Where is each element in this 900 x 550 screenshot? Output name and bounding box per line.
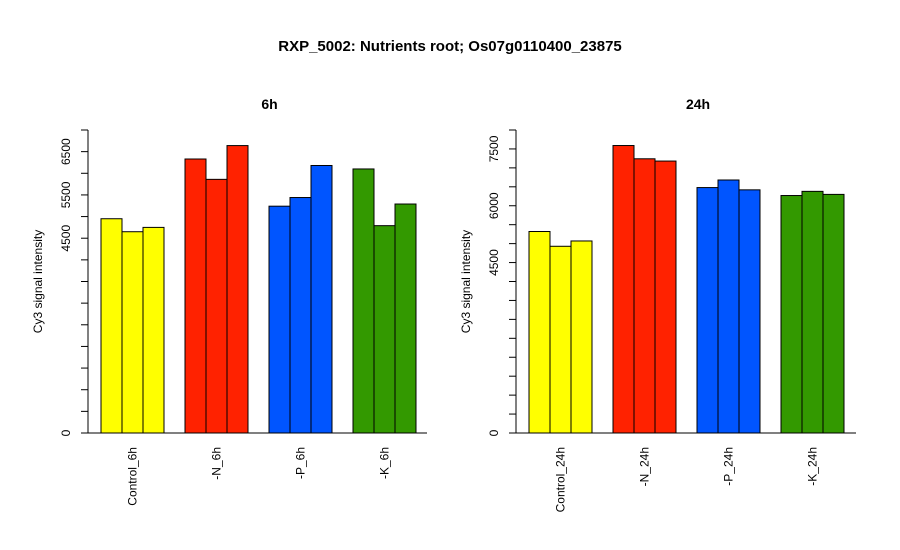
panel-2-bar-2-1 — [612, 145, 635, 434]
panel-1-y-tick-label: 4500 — [59, 225, 73, 252]
panel-2-bar-4-2 — [801, 190, 824, 434]
panel-2-bar-4-3 — [822, 193, 845, 434]
panel-1-bar-1-3 — [142, 226, 165, 434]
panel-1-title: 6h — [261, 96, 277, 112]
panel-1-bar-2-1 — [184, 158, 207, 434]
panel-2-y-tick-label: 4500 — [487, 249, 501, 276]
panel-1-y-tick-label: 0 — [59, 429, 73, 436]
panel-1-bar-3-3 — [310, 164, 333, 434]
panel-1-bar-2-2 — [205, 178, 228, 434]
panel-1-xtick-label: -N_6h — [210, 447, 224, 480]
panel-2-xtick-label: -P_24h — [722, 447, 736, 486]
panel-2-ylabel: Cy3 signal intensity — [459, 230, 473, 333]
panel-2-bar-1-3 — [570, 240, 593, 434]
panel-2-bar-3-3 — [738, 189, 761, 434]
panel-2-bar-3-1 — [696, 187, 719, 434]
panel-1-bar-3-1 — [268, 205, 291, 434]
panel-2-bar-1-1 — [528, 231, 551, 434]
panel-2-y-tick-label: 0 — [487, 429, 501, 436]
panel-2-bar-2-3 — [654, 160, 677, 434]
panel-1-bar-4-3 — [394, 203, 417, 434]
panel-2-bar-3-2 — [717, 179, 740, 434]
panel-1-y-tick-label: 6500 — [59, 138, 73, 165]
panel-2-bar-2-2 — [633, 158, 656, 434]
panel-1-bar-4-2 — [373, 225, 396, 434]
panel-1-xtick-label: -P_6h — [294, 447, 308, 479]
chart-main-title: RXP_5002: Nutrients root; Os07g0110400_2… — [278, 38, 622, 55]
panel-1-xtick-label: -K_6h — [378, 447, 392, 479]
panel-1-bar-3-2 — [289, 197, 312, 434]
panel-2-bar-4-1 — [780, 195, 803, 434]
panel-2-y-tick-label: 7500 — [487, 135, 501, 162]
panel-1-bar-1-2 — [121, 231, 144, 434]
panel-1-ylabel: Cy3 signal intensity — [31, 230, 45, 333]
panel-1-bar-2-3 — [226, 145, 249, 434]
panel-2-xtick-label: Control_24h — [554, 447, 568, 512]
panel-2-xtick-label: -N_24h — [638, 447, 652, 486]
panel-2-y-tick-label: 6000 — [487, 192, 501, 219]
panel-1-bar-4-1 — [352, 168, 375, 434]
panel-1-xtick-label: Control_6h — [126, 447, 140, 506]
panel-1-bar-1-1 — [100, 218, 123, 434]
panel-2-bar-1-2 — [549, 245, 572, 434]
panel-2-title: 24h — [686, 96, 710, 112]
panel-1-y-tick-label: 5500 — [59, 181, 73, 208]
panel-2-xtick-label: -K_24h — [806, 447, 820, 486]
